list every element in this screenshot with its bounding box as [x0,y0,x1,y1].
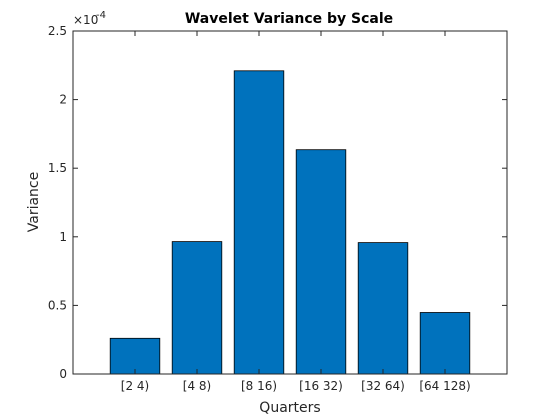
y-exponent-prefix: ×10 [73,13,98,27]
y-exponent-power: -4 [96,10,106,21]
bar-1 [109,337,161,375]
y-tick-label-1: 0.5 [48,298,67,312]
y-tick-label-3: 1.5 [48,161,67,175]
x-tick-label-2: [4 8) [183,379,211,393]
y-tick-label-5: 2.5 [48,24,67,38]
bar-2 [171,241,223,375]
y-axis-ticks: 0 0.5 1 1.5 2 2.5 [48,24,507,381]
y-axis-label: Variance [26,172,42,232]
x-tick-label-1: [2 4) [121,379,149,393]
bar-4 [295,149,347,375]
x-tick-label-4: [16 32) [299,379,343,393]
x-tick-label-5: [32 64) [361,379,405,393]
chart-title: Wavelet Variance by Scale [185,11,393,27]
bars [109,70,471,375]
bar-3 [233,70,285,375]
x-axis-label: Quarters [259,400,320,416]
y-tick-label-2: 1 [59,230,67,244]
y-tick-label-0: 0 [59,367,67,381]
x-axis-ticks: [2 4) [4 8) [8 16) [16 32) [32 64) [64 128) [121,31,471,393]
bar-5 [357,242,409,375]
x-tick-label-6: [64 128) [419,379,470,393]
bar-6 [419,312,471,375]
plot-area-box [72,30,508,375]
x-tick-label-3: [8 16) [241,379,277,393]
y-exponent-label: ×10 -4 [73,10,106,27]
y-tick-label-4: 2 [59,93,67,107]
